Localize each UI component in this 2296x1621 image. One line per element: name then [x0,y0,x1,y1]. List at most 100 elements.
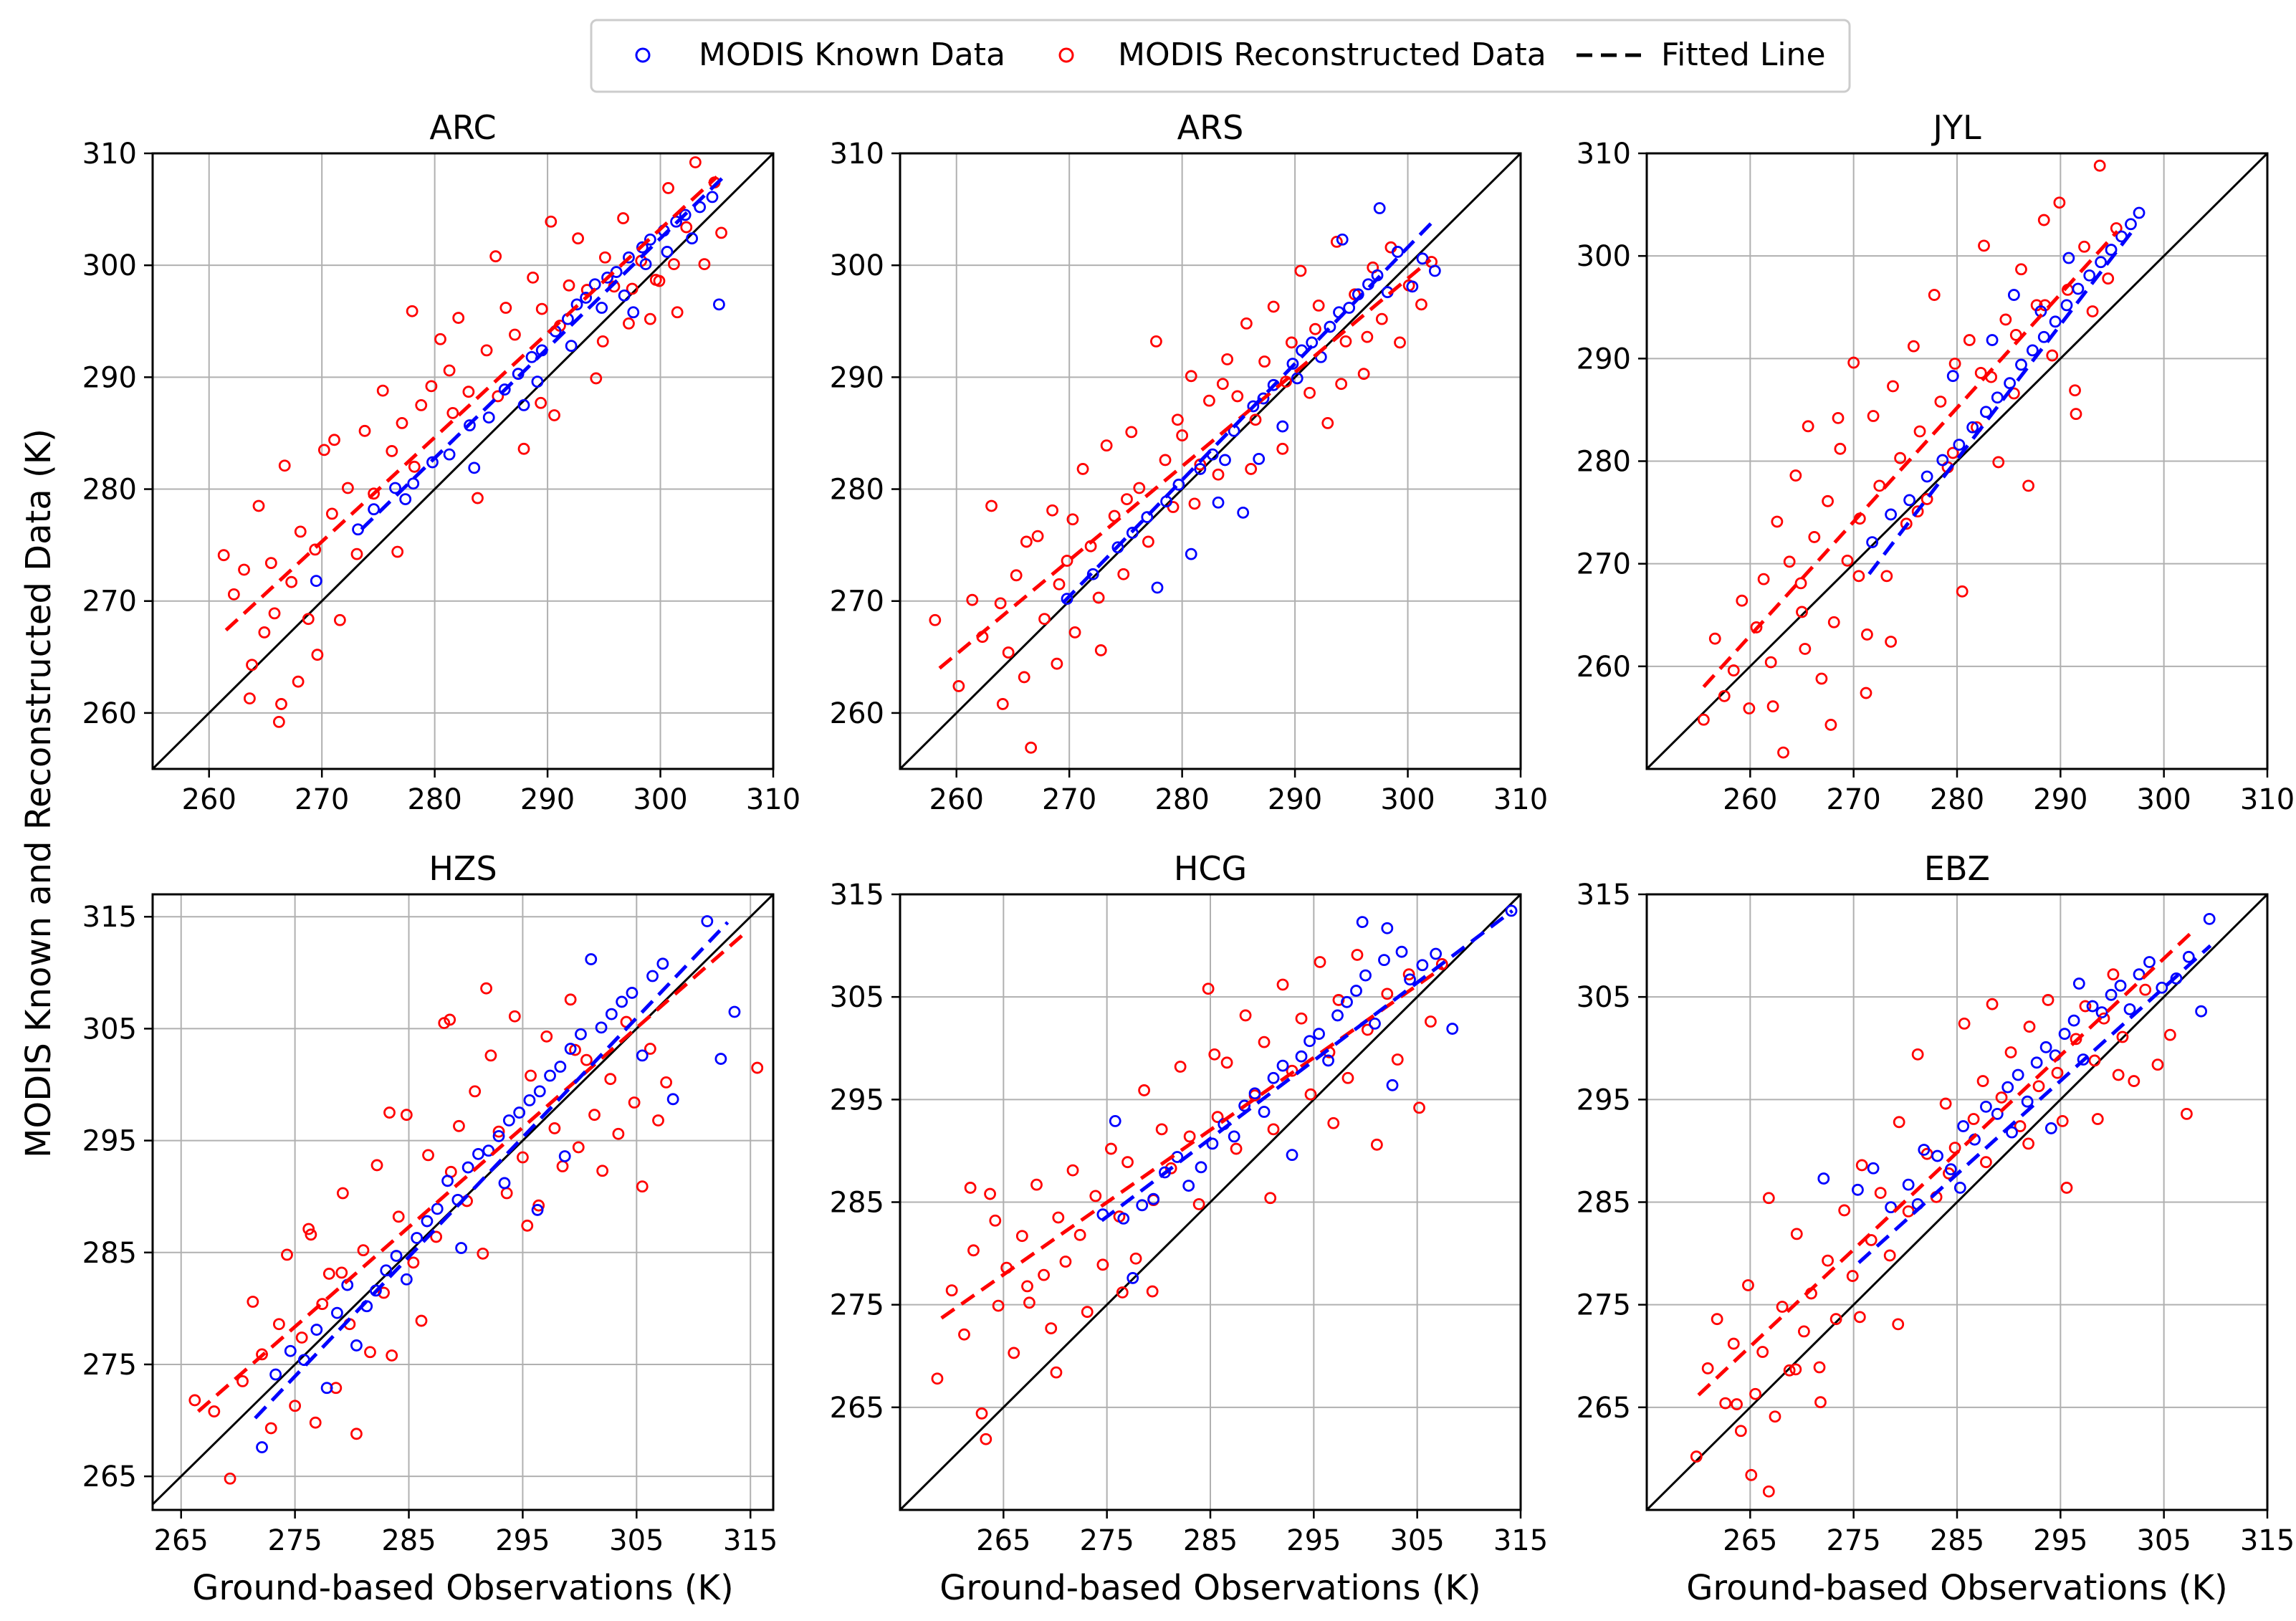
known-point [639,258,652,271]
known-point [580,292,593,304]
reconstructed-point [386,1349,398,1362]
x-tick-label: 260 [1723,783,1777,816]
reconstructed-point [1934,396,1947,408]
reconstructed-point [292,675,305,688]
known-point [585,953,598,965]
reconstructed-point [572,232,585,245]
reconstructed-point [1391,1053,1404,1066]
x-tick-label: 290 [520,783,575,816]
x-tick-label: 295 [2033,1524,2087,1557]
reconstructed-point [1239,1009,1252,1022]
subplot-title: ARC [429,108,496,147]
reconstructed-point [2181,1107,2193,1120]
known-point [646,970,659,982]
reconstructed-point [580,1053,593,1066]
identity-line [1647,894,2267,1510]
known-point [1291,372,1304,385]
x-tick-label: 310 [2240,783,2295,816]
reconstructed-point [1783,555,1796,568]
known-point [554,1061,567,1073]
reconstructed-point [415,399,428,411]
reconstructed-point [1285,336,1298,349]
reconstructed-point [1939,1097,1952,1110]
reconstructed-point [2015,263,2027,276]
subplot-hcg: 265 275 285 295 305 315 265 275 285 295 305 315 HCG G… [830,849,1549,1608]
x-tick-label: 305 [2136,1524,2191,1557]
reconstructed-point [244,692,256,705]
known-point [2083,269,2096,282]
reconstructed-point [1958,1017,1971,1030]
reconstructed-point [1734,1425,1747,1438]
reconstructed-point [1094,644,1107,656]
reconstructed-point [588,1109,601,1122]
reconstructed-point [1174,1061,1187,1073]
reconstructed-point [430,1230,443,1243]
reconstructed-point [1920,493,1933,505]
known-point [1159,1166,1171,1179]
reconstructed-point [333,613,346,626]
reconstructed-point [1092,591,1105,604]
reconstructed-point [2070,1033,2082,1046]
known-point [468,462,481,474]
reconstructed-point [2163,1028,2176,1041]
reconstructed-point [1216,378,1229,391]
x-tick-label: 295 [1286,1524,1341,1557]
reconstructed-point [1799,643,1812,655]
known-point [1373,202,1386,214]
y-tick-label: 310 [1577,138,1631,171]
reconstructed-point [258,626,271,639]
y-tick-label: 305 [830,981,884,1014]
reconstructed-point [929,613,942,626]
known-point [2182,950,2195,963]
y-tick-label: 310 [830,138,884,171]
reconstructed-point [392,1210,405,1223]
reconstructed-point [1711,1313,1723,1326]
reconstructed-point [350,1428,363,1440]
known-point [706,191,719,204]
x-tick-label: 275 [1079,1524,1134,1557]
reconstructed-point [453,1119,465,1132]
y-tick-label: 275 [1577,1289,1631,1322]
y-axis-label: MODIS Known and Reconstructed Data (K) [19,429,59,1158]
known-point [636,241,649,254]
reconstructed-point [2023,1020,2036,1033]
reconstructed-point [652,1114,664,1127]
known-point [472,1147,484,1160]
reconstructed-point [1834,442,1847,455]
reconstructed-point [1946,446,1959,459]
reconstructed-point [408,460,421,473]
y-tick-label: 295 [82,1125,137,1158]
reconstructed-point [1813,1361,1826,1374]
reconstructed-point [2032,1080,2045,1093]
reconstructed-point [1121,1156,1134,1169]
known-point [1953,439,1966,451]
known-point [1931,1149,1943,1162]
reconstructed-point [2102,272,2115,285]
known-point [1381,922,1394,934]
plot-area [1647,894,2267,1510]
legend-reconstructed-marker [1058,47,1074,63]
y-tick-label: 280 [1577,446,1631,479]
reconstructed-point [1076,463,1089,475]
known-point [1986,334,1999,346]
known-point [421,1215,434,1228]
known-point [1852,1183,1864,1196]
reconstructed-point [1185,370,1197,383]
reconstructed-point [2022,1137,2034,1150]
reconstructed-point [295,1331,308,1344]
reconstructed-point [311,649,324,661]
reconstructed-point [370,1159,383,1172]
reconstructed-point [1267,1123,1280,1136]
y-tick-label: 290 [82,361,137,394]
known-point [2012,1068,2024,1081]
known-point [2105,988,2118,1001]
y-tick-label: 290 [1577,343,1631,376]
reconstructed-point [1276,978,1289,991]
known-point [2072,977,2085,990]
known-point [1257,392,1270,405]
reconstructed-point [623,317,635,330]
reconstructed-point [1808,531,1821,543]
reconstructed-point [335,1266,348,1279]
reconstructed-point [272,716,285,728]
reconstructed-point [1956,585,1969,598]
